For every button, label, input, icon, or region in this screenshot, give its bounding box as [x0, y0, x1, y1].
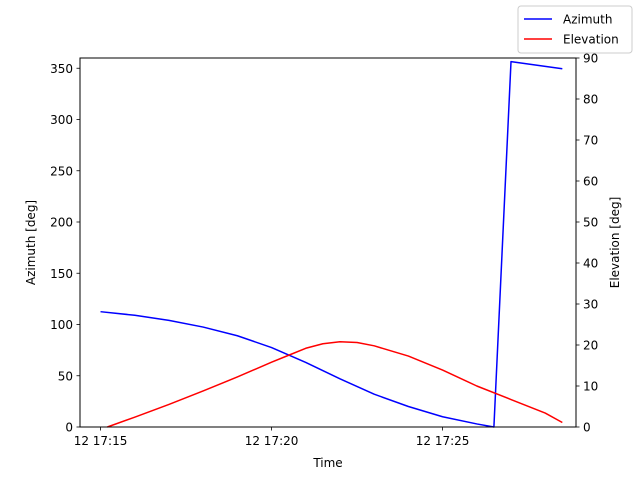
x-tick-label: 12 17:20	[245, 434, 299, 448]
series-line-elevation	[107, 340, 563, 428]
right-y-tick-label: 0	[583, 421, 591, 435]
right-y-tick-label: 60	[583, 175, 598, 189]
left-y-axis: 0 50 100 150 200 250 300 350	[50, 62, 80, 435]
left-y-tick-label: 0	[65, 421, 73, 435]
right-y-tick-label: 80	[583, 93, 598, 107]
left-y-tick-label: 100	[50, 318, 73, 332]
right-y-tick-label: 20	[583, 339, 598, 353]
right-y-tick-label: 50	[583, 216, 598, 230]
x-tick-label: 12 17:25	[416, 434, 470, 448]
series-layer	[100, 60, 563, 428]
right-y-tick-label: 10	[583, 380, 598, 394]
left-y-tick-label: 50	[58, 369, 73, 383]
left-y-tick-label: 300	[50, 113, 73, 127]
x-axis-label: Time	[312, 456, 342, 470]
right-y-tick-label: 70	[583, 134, 598, 148]
legend-label-elevation: Elevation	[563, 33, 619, 47]
legend: Azimuth Elevation	[517, 5, 633, 54]
legend-label-azimuth: Azimuth	[563, 13, 612, 27]
x-tick-label: 12 17:15	[74, 434, 128, 448]
series-line-azimuth	[100, 60, 563, 428]
left-y-tick-label: 250	[50, 164, 73, 178]
legend-box	[517, 5, 633, 54]
right-y-tick-label: 30	[583, 298, 598, 312]
right-y-axis-label: Elevation [deg]	[608, 197, 622, 289]
left-y-tick-label: 150	[50, 267, 73, 281]
left-y-tick-label: 200	[50, 216, 73, 230]
left-y-tick-label: 350	[50, 62, 73, 76]
plot-frame	[79, 57, 577, 428]
right-y-tick-label: 40	[583, 257, 598, 271]
x-axis: 12 17:15 12 17:20 12 17:25	[74, 427, 470, 448]
right-y-axis: 0 10 20 30 40 50 60 70 80 90	[576, 52, 598, 435]
left-y-axis-label: Azimuth [deg]	[24, 200, 38, 285]
right-y-tick-label: 90	[583, 52, 598, 66]
